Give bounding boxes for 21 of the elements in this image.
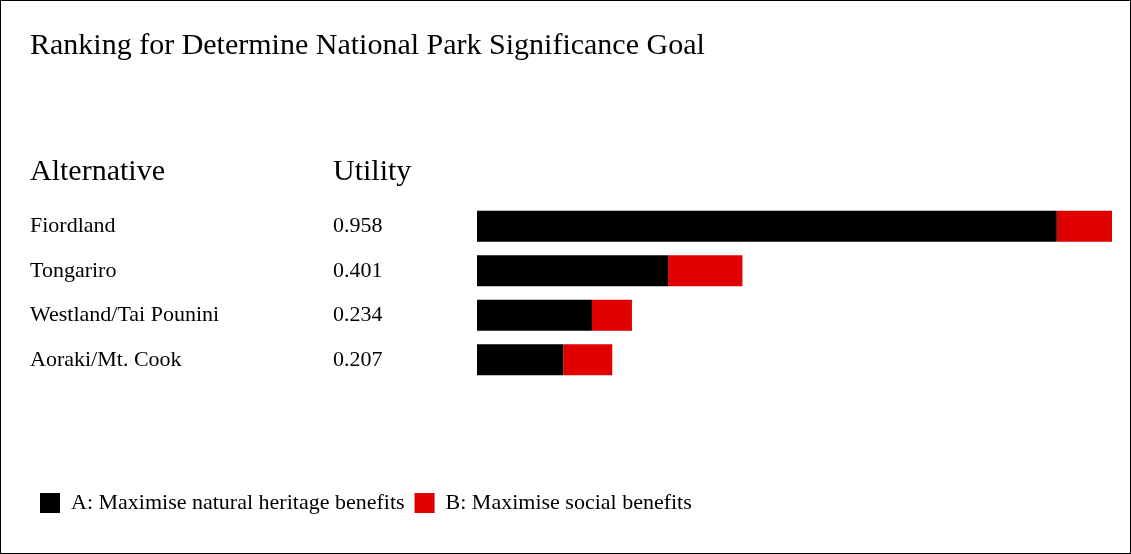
legend-label: B: Maximise social benefits (445, 488, 692, 514)
y-tick-label: Tongariro (30, 256, 117, 282)
chart-title: Ranking for Determine National Park Significance Goal (30, 26, 705, 60)
bar (563, 344, 613, 376)
bar (477, 210, 1057, 242)
text: Utility (333, 152, 412, 186)
bar (591, 299, 632, 331)
text: 0.958 (333, 212, 383, 238)
legend-label: A: Maximise natural heritage benefits (71, 488, 405, 514)
bar (477, 255, 669, 287)
text: Alternative (30, 152, 165, 186)
text: 0.234 (333, 301, 383, 327)
y-tick-label: Aoraki/Mt. Cook (30, 345, 182, 371)
y-tick-label: Fiordland (30, 212, 116, 238)
y-tick-label: Westland/Tai Pounini (30, 301, 220, 327)
bar (477, 344, 564, 376)
bar (1056, 210, 1112, 242)
text: 0.207 (333, 345, 383, 371)
bar (668, 255, 743, 287)
bar (477, 299, 592, 331)
text: 0.401 (333, 256, 383, 282)
